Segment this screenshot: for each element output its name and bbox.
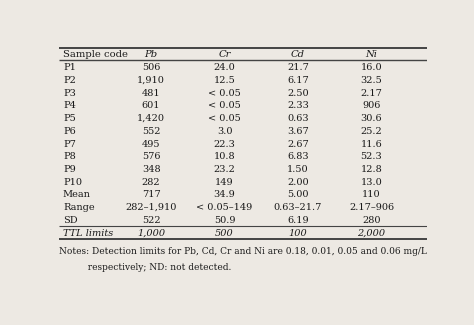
Text: 25.2: 25.2 (361, 127, 383, 136)
Text: Cr: Cr (219, 50, 231, 59)
Text: 481: 481 (142, 89, 160, 98)
Text: 2.67: 2.67 (287, 139, 309, 149)
Text: 1.50: 1.50 (287, 165, 309, 174)
Text: P10: P10 (63, 178, 82, 187)
Text: 24.0: 24.0 (214, 63, 236, 72)
Text: < 0.05: < 0.05 (208, 101, 241, 111)
Text: 10.8: 10.8 (214, 152, 236, 161)
Text: 506: 506 (142, 63, 160, 72)
Text: SD: SD (63, 216, 78, 225)
Text: 12.5: 12.5 (214, 76, 236, 85)
Text: 3.0: 3.0 (217, 127, 232, 136)
Text: 522: 522 (142, 216, 160, 225)
Text: 6.83: 6.83 (287, 152, 309, 161)
Text: 3.67: 3.67 (287, 127, 309, 136)
Text: 16.0: 16.0 (361, 63, 383, 72)
Text: 495: 495 (142, 139, 160, 149)
Text: respectively; ND: not detected.: respectively; ND: not detected. (59, 263, 232, 272)
Text: Notes: Detection limits for Pb, Cd, Cr and Ni are 0.18, 0.01, 0.05 and 0.06 mg/L: Notes: Detection limits for Pb, Cd, Cr a… (59, 247, 427, 256)
Text: 552: 552 (142, 127, 160, 136)
Text: 110: 110 (362, 190, 381, 200)
Text: 50.9: 50.9 (214, 216, 235, 225)
Text: Cd: Cd (291, 50, 305, 59)
Text: 282: 282 (142, 178, 160, 187)
Text: Mean: Mean (63, 190, 91, 200)
Text: 2.00: 2.00 (287, 178, 309, 187)
Text: 22.3: 22.3 (214, 139, 236, 149)
Text: 13.0: 13.0 (361, 178, 383, 187)
Text: < 0.05: < 0.05 (208, 89, 241, 98)
Text: P9: P9 (63, 165, 76, 174)
Text: TTL limits: TTL limits (63, 228, 113, 238)
Text: 1,910: 1,910 (137, 76, 165, 85)
Text: P2: P2 (63, 76, 76, 85)
Text: 2.17: 2.17 (361, 89, 383, 98)
Text: 2.33: 2.33 (287, 101, 309, 111)
Text: 717: 717 (142, 190, 161, 200)
Text: < 0.05: < 0.05 (208, 114, 241, 123)
Text: Sample code: Sample code (63, 50, 128, 59)
Text: Pb: Pb (145, 50, 158, 59)
Text: 2.17–906: 2.17–906 (349, 203, 394, 212)
Text: 282–1,910: 282–1,910 (126, 203, 177, 212)
Text: P7: P7 (63, 139, 76, 149)
Text: Ni: Ni (365, 50, 377, 59)
Text: Range: Range (63, 203, 94, 212)
Text: 576: 576 (142, 152, 160, 161)
Text: 6.17: 6.17 (287, 76, 309, 85)
Text: P4: P4 (63, 101, 76, 111)
Text: 2,000: 2,000 (357, 228, 385, 238)
Text: 6.19: 6.19 (287, 216, 309, 225)
Text: P6: P6 (63, 127, 76, 136)
Text: P3: P3 (63, 89, 76, 98)
Text: 34.9: 34.9 (214, 190, 236, 200)
Text: 52.3: 52.3 (361, 152, 383, 161)
Text: 149: 149 (215, 178, 234, 187)
Text: P5: P5 (63, 114, 76, 123)
Text: 11.6: 11.6 (361, 139, 383, 149)
Text: < 0.05–149: < 0.05–149 (196, 203, 253, 212)
Text: 348: 348 (142, 165, 160, 174)
Text: 1,420: 1,420 (137, 114, 165, 123)
Text: 0.63–21.7: 0.63–21.7 (274, 203, 322, 212)
Text: 5.00: 5.00 (287, 190, 309, 200)
Text: 1,000: 1,000 (137, 228, 165, 238)
Text: P1: P1 (63, 63, 76, 72)
Text: 500: 500 (215, 228, 234, 238)
Text: 601: 601 (142, 101, 160, 111)
Text: 2.50: 2.50 (287, 89, 309, 98)
Text: 23.2: 23.2 (214, 165, 236, 174)
Text: 30.6: 30.6 (361, 114, 383, 123)
Text: 280: 280 (362, 216, 381, 225)
Text: 12.8: 12.8 (361, 165, 383, 174)
Text: 21.7: 21.7 (287, 63, 309, 72)
Text: P8: P8 (63, 152, 76, 161)
Text: 906: 906 (362, 101, 381, 111)
Text: 32.5: 32.5 (361, 76, 383, 85)
Text: 0.63: 0.63 (287, 114, 309, 123)
Text: 100: 100 (289, 228, 308, 238)
